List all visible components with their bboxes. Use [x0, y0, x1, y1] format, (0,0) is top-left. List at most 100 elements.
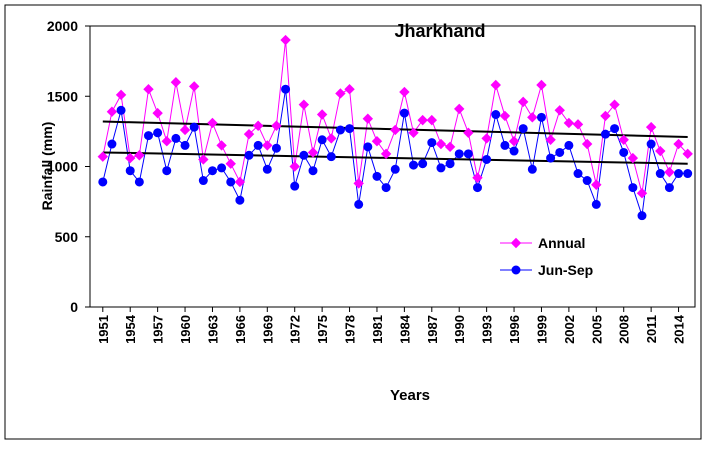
x-tick-label: 2008 — [617, 315, 632, 344]
point — [252, 120, 264, 131]
point — [508, 136, 520, 147]
point — [143, 84, 154, 95]
point — [673, 138, 684, 150]
trend-line — [102, 151, 688, 165]
y-tick-label: 2000 — [47, 18, 78, 34]
point — [243, 128, 255, 140]
point — [554, 105, 565, 116]
point — [125, 152, 136, 164]
point — [399, 108, 409, 118]
point — [573, 169, 583, 179]
point — [472, 172, 483, 183]
point — [646, 139, 656, 149]
point — [179, 124, 191, 136]
point — [125, 166, 135, 176]
point — [171, 133, 181, 143]
point — [97, 151, 109, 162]
point — [380, 148, 392, 160]
point — [225, 158, 236, 169]
point — [509, 146, 519, 156]
point — [511, 265, 521, 275]
point — [482, 154, 492, 164]
y-tick-label: 500 — [55, 229, 79, 245]
point — [527, 164, 537, 174]
point — [299, 150, 309, 160]
x-tick-label: 2011 — [644, 315, 659, 343]
x-tick-label: 1984 — [397, 314, 412, 344]
point — [152, 107, 163, 119]
x-tick-label: 1978 — [343, 315, 358, 344]
point — [390, 164, 400, 174]
point — [372, 171, 382, 181]
point — [619, 147, 629, 157]
point — [326, 133, 337, 144]
point — [628, 183, 638, 193]
point — [454, 103, 465, 115]
x-tick-label: 1960 — [178, 315, 193, 344]
point — [98, 177, 108, 187]
point — [518, 124, 528, 134]
point — [472, 183, 482, 193]
point — [235, 195, 245, 205]
x-tick-label: 1954 — [123, 314, 138, 344]
x-tick-label: 2002 — [562, 315, 577, 344]
point — [645, 121, 657, 133]
point — [161, 136, 172, 147]
point — [262, 164, 272, 174]
point — [582, 176, 592, 186]
x-tick-label: 1981 — [370, 315, 385, 344]
point — [637, 211, 647, 221]
point — [564, 140, 574, 150]
point — [307, 147, 319, 158]
point — [280, 34, 291, 46]
point — [655, 169, 665, 179]
point — [618, 134, 629, 146]
point — [490, 79, 501, 91]
x-tick-label: 1987 — [425, 315, 440, 344]
point — [217, 163, 227, 173]
point — [527, 112, 538, 123]
legend-label: Jun-Sep — [538, 262, 593, 278]
point — [326, 152, 336, 162]
point — [445, 159, 455, 169]
legend-label: Annual — [538, 235, 585, 251]
point — [198, 176, 208, 186]
point — [253, 140, 263, 150]
point — [298, 99, 310, 110]
point — [234, 176, 246, 188]
point — [116, 105, 126, 115]
x-tick-label: 1963 — [205, 315, 220, 344]
point — [188, 81, 200, 92]
x-tick-label: 1972 — [288, 315, 303, 344]
point — [399, 86, 410, 98]
point — [664, 183, 674, 193]
point — [317, 135, 327, 145]
chart-border — [4, 4, 702, 440]
point — [436, 163, 446, 173]
point — [444, 141, 456, 153]
point — [655, 145, 666, 157]
point — [591, 179, 602, 190]
point — [180, 140, 190, 150]
point — [491, 110, 501, 120]
y-tick-label: 0 — [70, 299, 78, 315]
point — [226, 177, 236, 187]
point — [345, 124, 355, 134]
point — [435, 138, 447, 150]
point — [371, 136, 383, 147]
y-axis-label: Rainfall (mm) — [39, 122, 55, 211]
point — [106, 106, 118, 117]
point — [627, 152, 639, 164]
point — [170, 76, 182, 88]
point — [683, 169, 693, 179]
x-axis-label: Years — [390, 387, 430, 404]
point — [353, 178, 364, 189]
point — [316, 109, 328, 120]
point — [600, 129, 610, 139]
point — [107, 139, 117, 149]
point — [454, 149, 464, 159]
point — [408, 127, 419, 138]
point — [216, 140, 227, 151]
point — [344, 84, 355, 95]
